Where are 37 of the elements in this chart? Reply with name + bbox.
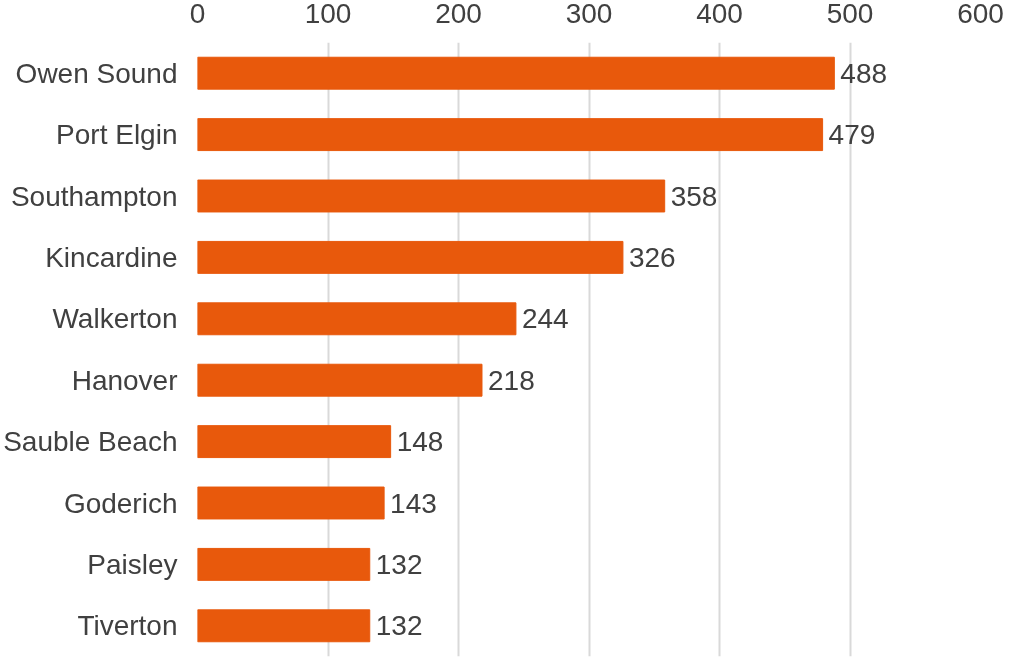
bar xyxy=(197,486,385,520)
data-label: 143 xyxy=(390,487,437,519)
bar xyxy=(197,179,666,213)
y-tick-label: Kincardine xyxy=(45,241,178,273)
x-tick-label: 0 xyxy=(189,0,206,29)
y-tick-label: Southampton xyxy=(10,180,178,212)
y-tick-label: Hanover xyxy=(71,364,178,396)
y-tick-label: Port Elgin xyxy=(56,119,178,151)
bar xyxy=(197,425,392,459)
y-tick-label: Walkerton xyxy=(52,303,178,335)
x-tick-label: 100 xyxy=(304,0,352,29)
bar xyxy=(197,363,483,397)
x-tick-label: 200 xyxy=(435,0,482,29)
data-label: 479 xyxy=(828,119,876,151)
x-tick-label: 500 xyxy=(826,0,874,29)
data-label: 326 xyxy=(628,241,676,273)
data-label: 488 xyxy=(840,57,888,89)
x-tick-label: 300 xyxy=(565,0,613,29)
bar xyxy=(197,118,824,152)
y-tick-label: Paisley xyxy=(87,548,178,580)
y-tick-label: Tiverton xyxy=(77,610,178,642)
bar xyxy=(197,609,371,643)
bar xyxy=(197,547,371,581)
data-label: 358 xyxy=(670,180,718,212)
data-label: 132 xyxy=(375,610,423,642)
data-label: 132 xyxy=(375,548,423,580)
bar xyxy=(197,56,835,90)
data-label: 218 xyxy=(487,364,535,396)
x-tick-label: 600 xyxy=(957,0,1004,29)
y-tick-label: Owen Sound xyxy=(15,57,178,89)
bar xyxy=(197,240,624,274)
x-tick-label: 400 xyxy=(696,0,743,29)
data-label: 148 xyxy=(396,426,444,458)
bar xyxy=(197,302,517,336)
y-tick-label: Sauble Beach xyxy=(3,426,178,458)
y-tick-label: Goderich xyxy=(63,487,178,519)
data-label: 244 xyxy=(521,303,569,335)
